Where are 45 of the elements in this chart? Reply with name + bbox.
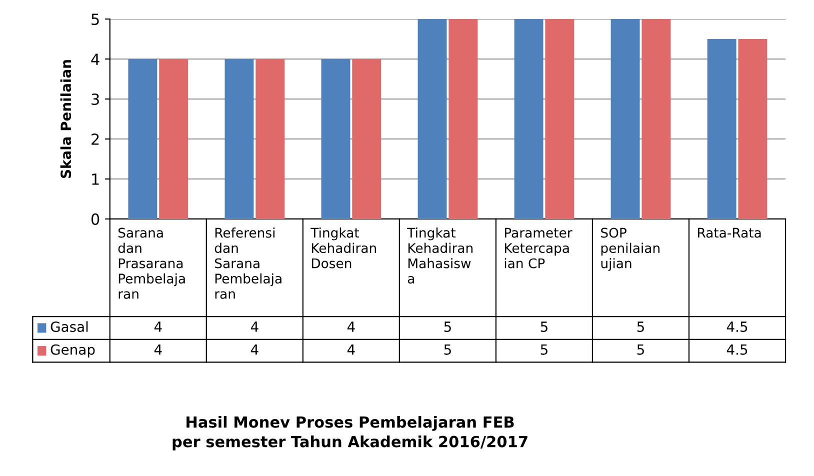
- bar: [224, 59, 254, 219]
- bar: [448, 19, 478, 219]
- data-label: 5: [444, 344, 451, 355]
- bar: [256, 59, 285, 219]
- bar: [321, 59, 350, 219]
- x-tick-label: Tingkat Kehadiran Dosen: [310, 228, 376, 268]
- bar: [418, 19, 447, 219]
- bar: [610, 19, 640, 219]
- text: Hasil Monev Proses Pembelajaran FEB per semester Tahun Akademik 2016/2017: [172, 416, 528, 450]
- data-label: 5: [637, 322, 644, 332]
- y-tick-label: 2: [92, 133, 99, 145]
- bar: [352, 59, 382, 219]
- data-label: 4: [347, 322, 355, 332]
- legend-label: Genap: [50, 344, 95, 358]
- data-label: 4: [347, 344, 355, 355]
- data-label: 4: [154, 344, 162, 355]
- data-label: 4.5: [726, 344, 748, 355]
- x-tick-label: Rata-Rata: [698, 228, 761, 238]
- x-tick-label: Tingkat Kehadiran Mahasisw a: [407, 228, 473, 284]
- y-axis-title: Skala Penilaian: [60, 60, 72, 178]
- data-label: 5: [637, 344, 644, 355]
- data-label: 4: [250, 344, 258, 355]
- x-tick-label: Referensi dan Sarana Pembelaja ran: [214, 228, 282, 299]
- data-label: 4: [250, 322, 258, 332]
- bar: [707, 39, 736, 219]
- data-label: 5: [540, 344, 548, 355]
- bar: [738, 39, 768, 219]
- bar: [159, 59, 188, 219]
- legend-label: Gasal: [50, 321, 88, 332]
- x-tick-label: SOP penilaian ujian: [601, 228, 660, 271]
- bar: [545, 19, 574, 219]
- y-tick-label: 5: [92, 14, 99, 26]
- data-label: 4.5: [726, 322, 748, 332]
- y-tick-label: 3: [92, 93, 99, 106]
- data-label: 5: [444, 322, 451, 332]
- bar: [128, 59, 158, 219]
- data-label: 5: [540, 322, 548, 332]
- y-tick-label: 4: [91, 54, 100, 65]
- x-tick-label: Parameter Ketercapa ian CP: [504, 228, 572, 268]
- bar: [642, 19, 671, 219]
- y-tick-label: 1: [92, 174, 99, 185]
- x-tick-label: Sarana dan Prasarana Pembelaja ran: [118, 228, 185, 299]
- data-label: 4: [154, 322, 162, 332]
- y-tick-label: 0: [91, 213, 100, 225]
- bar: [514, 19, 544, 219]
